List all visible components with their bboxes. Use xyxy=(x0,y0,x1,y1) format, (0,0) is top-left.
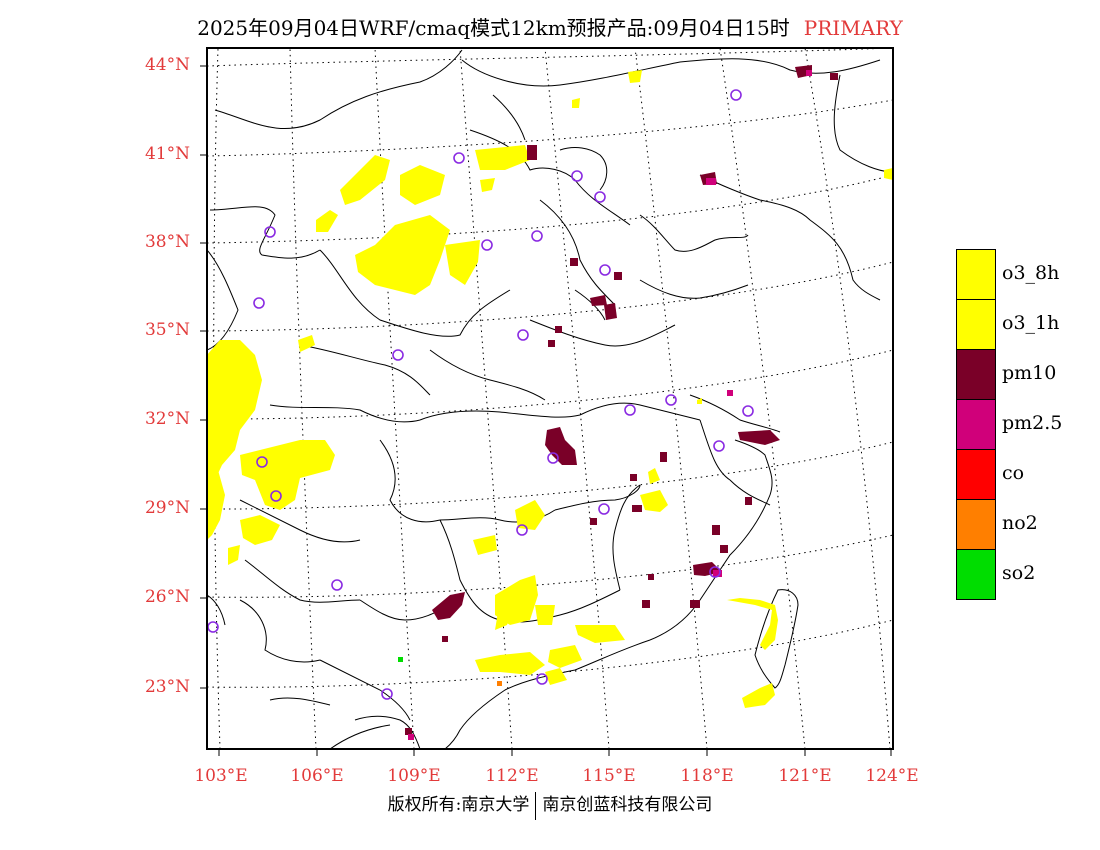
lat-label-44n: 44°N xyxy=(144,55,190,75)
footer-divider xyxy=(535,791,537,820)
title-text: 2025年09月04日WRF/cmaq模式12km预报产品:09月04日15时 xyxy=(197,16,790,40)
o3-patches xyxy=(207,70,893,708)
legend-swatch xyxy=(956,499,996,550)
legend-swatch xyxy=(956,399,996,450)
legend-swatch xyxy=(956,549,996,600)
legend-label: o3_8h xyxy=(1002,262,1060,284)
legend-label: pm10 xyxy=(1002,362,1057,384)
lon-label-118e: 118°E xyxy=(680,766,734,786)
lat-label-32n: 32°N xyxy=(144,409,190,429)
lat-label-26n: 26°N xyxy=(144,587,190,607)
lon-label-121e: 121°E xyxy=(778,766,832,786)
legend-swatch xyxy=(956,449,996,500)
legend-label: so2 xyxy=(1002,562,1036,584)
copyright-owner: 版权所有:南京大学 xyxy=(387,795,530,815)
graticule xyxy=(207,48,893,749)
legend-label: pm2.5 xyxy=(1002,412,1063,434)
map-frame xyxy=(206,47,894,750)
no2-patch xyxy=(497,681,502,686)
lat-label-35n: 35°N xyxy=(144,320,190,340)
axis-ticks xyxy=(200,65,892,756)
legend-swatch xyxy=(956,299,996,350)
lon-label-103e: 103°E xyxy=(194,766,248,786)
lon-label-106e: 106°E xyxy=(290,766,344,786)
legend-label: no2 xyxy=(1002,512,1038,534)
lat-label-38n: 38°N xyxy=(144,232,190,252)
copyright-footer: 版权所有:南京大学 南京创蓝科技有限公司 xyxy=(0,790,1100,820)
lat-label-41n: 41°N xyxy=(144,144,190,164)
lat-label-29n: 29°N xyxy=(144,498,190,518)
map-title: 2025年09月04日WRF/cmaq模式12km预报产品:09月04日15时 P… xyxy=(0,12,1100,41)
so2-patch xyxy=(398,657,403,662)
boundaries xyxy=(207,49,893,749)
pm10-patches xyxy=(405,65,838,735)
legend-swatch xyxy=(956,249,996,300)
lon-label-109e: 109°E xyxy=(387,766,441,786)
legend-label: co xyxy=(1002,462,1025,484)
lon-label-112e: 112°E xyxy=(485,766,539,786)
copyright-company: 南京创蓝科技有限公司 xyxy=(542,795,713,815)
legend-swatch xyxy=(956,349,996,400)
lon-label-115e: 115°E xyxy=(582,766,636,786)
primary-tag: PRIMARY xyxy=(803,16,903,40)
station-markers xyxy=(207,89,754,700)
lat-label-23n: 23°N xyxy=(144,677,190,697)
legend-label: o3_1h xyxy=(1002,312,1060,334)
lon-label-124e: 124°E xyxy=(865,766,919,786)
